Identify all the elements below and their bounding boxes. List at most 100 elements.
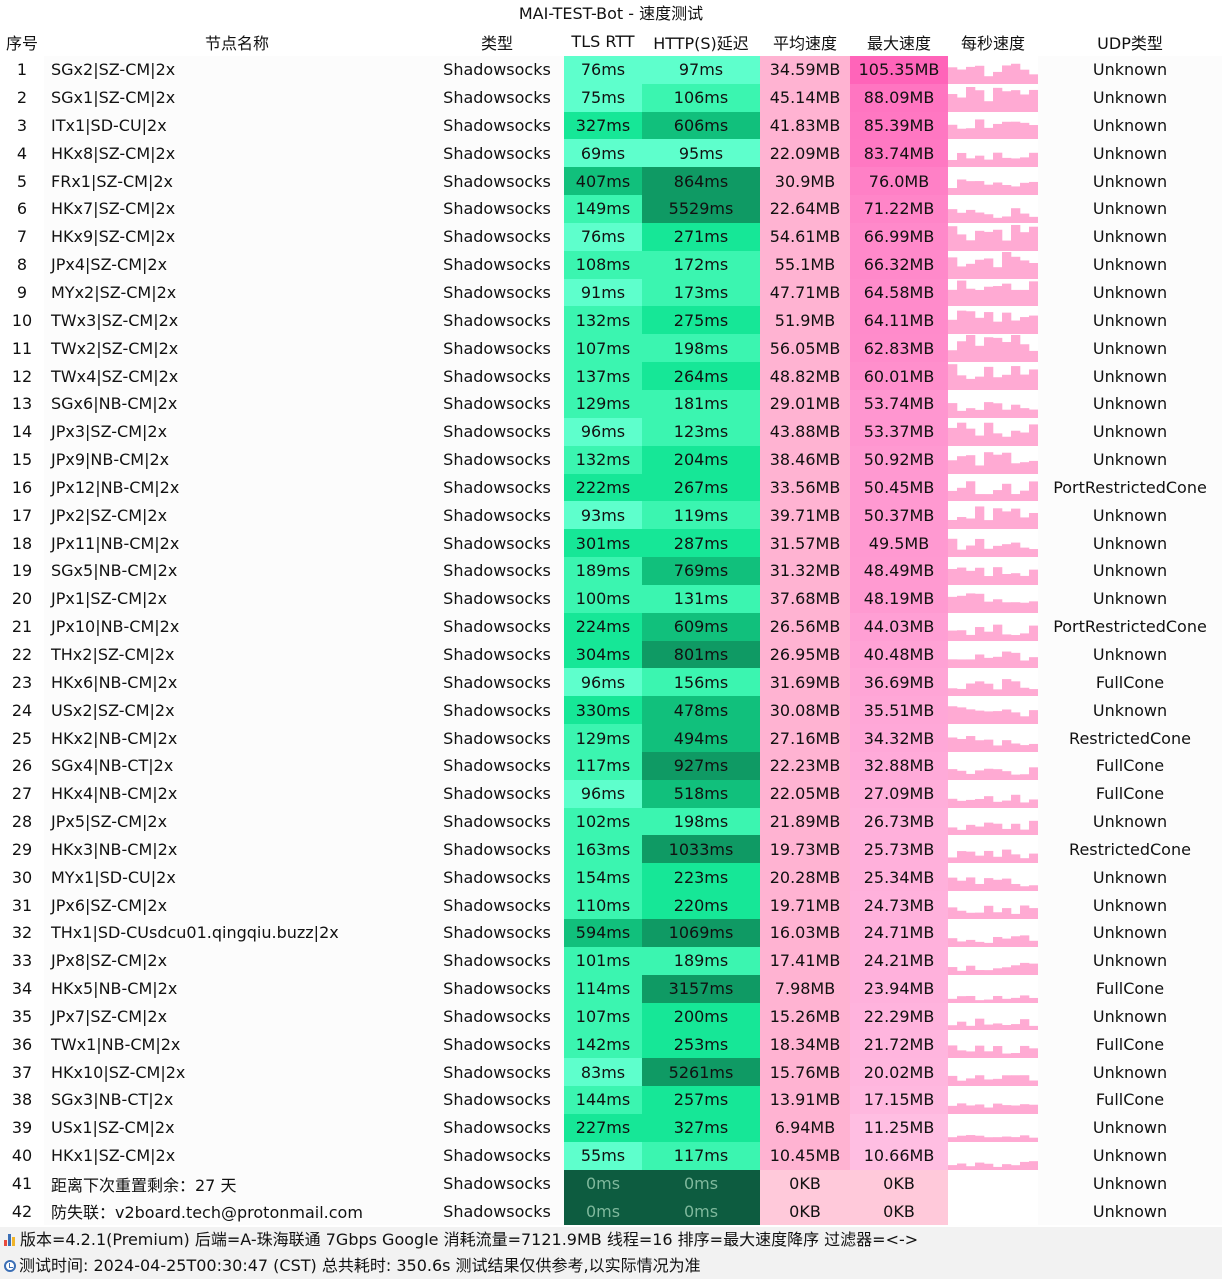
table-row: 5 FRx1|SZ-CM|2x Shadowsocks 407ms 864ms 30.9M… — [0, 167, 1222, 196]
sparkline-bar — [984, 258, 994, 279]
avg-speed-cell: 33.56MB — [760, 473, 850, 502]
row-index: 27 — [11, 784, 33, 804]
speed-sparkline — [948, 152, 1038, 168]
sparkline-bar — [948, 1105, 958, 1114]
sparkline-bar — [1011, 936, 1021, 947]
sparkline-bar — [975, 827, 985, 836]
sparkline-bar — [957, 1022, 967, 1031]
table-row: 34 HKx5|NB-CM|2x Shadowsocks 114ms 3157ms 7.9… — [0, 974, 1222, 1003]
udp-type-cell: Unknown — [1038, 946, 1222, 975]
sparkline-bar — [1011, 256, 1021, 279]
udp-type-cell: Unknown — [1038, 111, 1222, 140]
node-type: Shadowsocks — [430, 724, 564, 752]
max-speed-cell: 22.29MB — [850, 1002, 948, 1031]
tls-rtt-cell: 91ms — [564, 278, 642, 307]
node-name: HKx10|SZ-CM|2x — [44, 1058, 430, 1087]
sparkline-bar — [948, 125, 958, 140]
sparkline-bar — [1020, 1135, 1030, 1142]
speed-sparkline — [948, 1170, 1038, 1197]
node-name: HKx4|NB-CM|2x — [44, 779, 430, 808]
http-delay-cell: 223ms — [642, 863, 760, 892]
node-type: Shadowsocks — [430, 557, 564, 585]
tls-rtt-cell: 110ms — [564, 891, 642, 919]
udp-type-cell: FullCone — [1038, 974, 1222, 1003]
sparkline-bar — [948, 188, 958, 196]
table-row: 8 JPx4|SZ-CM|2x Shadowsocks 108ms 172ms 55.1M… — [0, 250, 1222, 279]
avg-speed-cell: 51.9MB — [760, 306, 850, 335]
sparkline-bar — [957, 770, 967, 780]
sparkline-bar — [948, 768, 958, 780]
avg-speed-cell: 45.14MB — [760, 83, 850, 112]
per-second-sparkline — [948, 362, 1038, 390]
row-index: 9 — [16, 283, 28, 303]
sparkline-bar — [1029, 460, 1038, 474]
sparkline-bar — [957, 153, 967, 168]
per-second-sparkline — [948, 640, 1038, 669]
tls-rtt-cell: 107ms — [564, 334, 642, 363]
sparkline-bar — [1011, 1075, 1021, 1087]
max-speed-cell: 64.11MB — [850, 306, 948, 335]
results-table: 序号 节点名称 类型 TLS RTT HTTP(S)延迟 平均速度 最大速度 每… — [0, 28, 1222, 1226]
tls-rtt-cell: 0ms — [564, 1197, 642, 1226]
speed-sparkline — [948, 63, 1038, 84]
avg-speed-cell: 43.88MB — [760, 417, 850, 446]
node-type: Shadowsocks — [430, 863, 564, 892]
sparkline-bar — [1020, 344, 1030, 363]
tls-rtt-cell: 407ms — [564, 167, 642, 196]
tls-rtt-cell: 100ms — [564, 584, 642, 613]
tls-rtt-cell: 137ms — [564, 362, 642, 390]
sparkline-bar — [993, 71, 1003, 84]
node-name: JPx7|SZ-CM|2x — [44, 1002, 430, 1031]
sparkline-bar — [1020, 123, 1030, 140]
sparkline-bar — [993, 508, 1003, 530]
sparkline-bar — [984, 658, 994, 669]
sparkline-bar — [1029, 226, 1038, 251]
table-row: 14 JPx3|SZ-CM|2x Shadowsocks 96ms 123ms 43.88… — [0, 417, 1222, 446]
sparkline-bar — [1029, 351, 1038, 363]
sparkline-bar — [993, 857, 1003, 864]
speed-sparkline — [948, 1134, 1038, 1142]
node-name: TWx4|SZ-CM|2x — [44, 362, 430, 390]
speed-sparkline — [948, 706, 1038, 725]
avg-speed-cell: 26.95MB — [760, 640, 850, 669]
sparkline-bar — [1020, 802, 1030, 808]
sparkline-bar — [984, 451, 994, 474]
sparkline-bar — [1020, 182, 1030, 196]
tls-rtt-cell: 93ms — [564, 501, 642, 530]
sparkline-bar — [966, 851, 976, 864]
udp-type-cell: FullCone — [1038, 779, 1222, 808]
sparkline-bar — [957, 179, 967, 196]
sparkline-bar — [984, 1024, 994, 1031]
sparkline-bar — [993, 152, 1003, 168]
sparkline-bar — [1029, 1160, 1038, 1170]
sparkline-bar — [1002, 374, 1012, 390]
sparkline-bar — [1002, 938, 1012, 947]
sparkline-bar — [966, 428, 976, 446]
sparkline-bar — [975, 798, 985, 808]
sparkline-bar — [1020, 858, 1030, 864]
sparkline-bar — [1020, 517, 1030, 530]
sparkline-bar — [1002, 436, 1012, 446]
row-index: 36 — [11, 1034, 33, 1054]
sparkline-bar — [966, 773, 976, 780]
http-delay-cell: 927ms — [642, 751, 760, 780]
http-delay-cell: 95ms — [642, 139, 760, 168]
udp-type-cell: Unknown — [1038, 1197, 1222, 1226]
speed-sparkline — [948, 1160, 1038, 1170]
max-speed-cell: 0KB — [850, 1197, 948, 1226]
http-delay-cell: 117ms — [642, 1141, 760, 1170]
sparkline-bar — [966, 481, 976, 502]
node-type: Shadowsocks — [430, 974, 564, 1003]
max-speed-cell: 50.45MB — [850, 473, 948, 502]
max-speed-cell: 36.69MB — [850, 668, 948, 697]
udp-type-cell: PortRestrictedCone — [1038, 473, 1222, 502]
http-delay-cell: 864ms — [642, 167, 760, 196]
footer-config-text: 版本=4.2.1(Premium) 后端=A-珠海联通 7Gbps Google… — [20, 1230, 919, 1249]
node-type: Shadowsocks — [430, 389, 564, 418]
sparkline-bar — [1011, 158, 1021, 168]
sparkline-bar — [1020, 905, 1030, 919]
sparkline-bar — [993, 266, 1003, 279]
sparkline-bar — [993, 217, 1003, 223]
avg-speed-cell: 22.23MB — [760, 751, 850, 780]
sparkline-bar — [957, 375, 967, 390]
